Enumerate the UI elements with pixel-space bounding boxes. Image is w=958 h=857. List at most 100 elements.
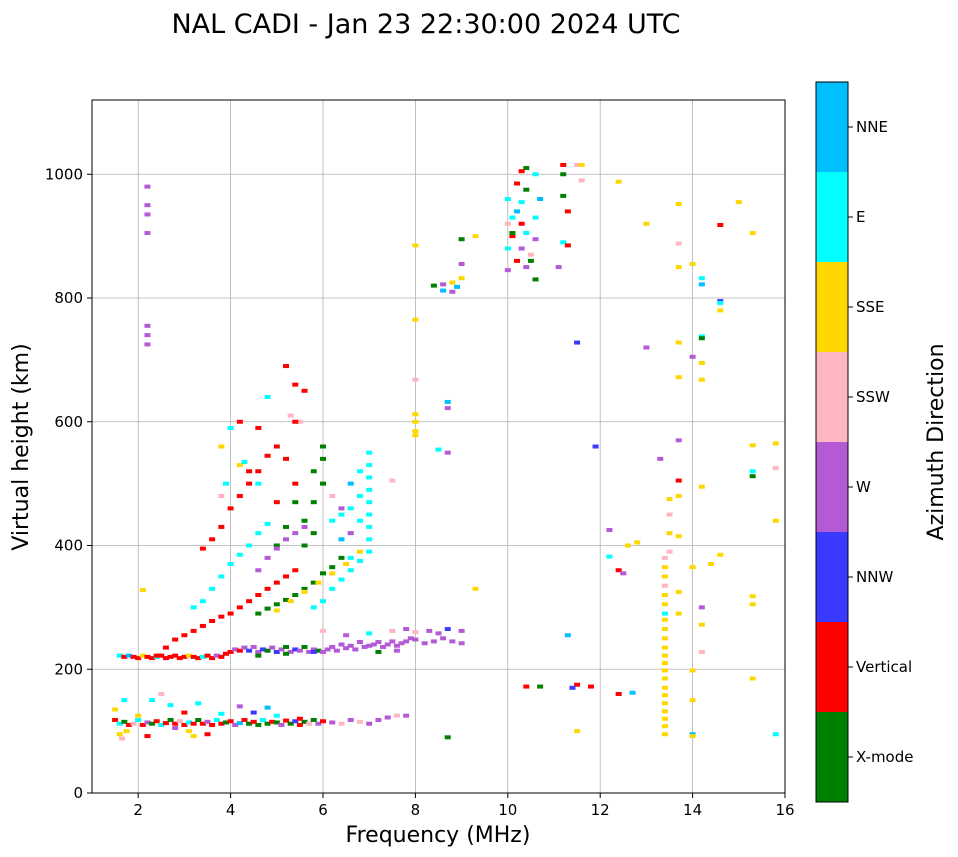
echo-point	[246, 599, 253, 604]
echo-point	[675, 589, 682, 594]
echo-point	[292, 719, 299, 724]
echo-point	[661, 685, 668, 690]
echo-point	[218, 574, 225, 579]
echo-point	[398, 641, 405, 646]
echo-point	[532, 215, 539, 220]
echo-point	[606, 554, 613, 559]
echo-point	[283, 574, 290, 579]
echo-point	[236, 552, 243, 557]
echo-point	[204, 732, 211, 737]
echo-point	[749, 602, 756, 607]
echo-point	[172, 726, 179, 731]
echo-point	[181, 633, 188, 638]
echo-point	[717, 222, 724, 227]
echo-point	[158, 653, 165, 658]
echo-point	[144, 333, 151, 338]
y-tick-label: 600	[54, 413, 83, 431]
echo-point	[283, 364, 290, 369]
echo-point	[306, 721, 313, 726]
echo-point	[523, 684, 530, 689]
echo-point	[227, 719, 234, 724]
echo-point	[310, 531, 317, 536]
echo-point	[698, 377, 705, 382]
echo-point	[273, 546, 280, 551]
echo-point	[504, 246, 511, 251]
echo-point	[119, 736, 126, 741]
echo-point	[273, 713, 280, 718]
echo-point	[172, 653, 179, 658]
echo-point	[574, 729, 581, 734]
echo-point	[689, 734, 696, 739]
echo-point	[273, 649, 280, 654]
echo-point	[287, 721, 294, 726]
echo-point	[264, 453, 271, 458]
echo-point	[380, 644, 387, 649]
echo-point	[125, 653, 132, 658]
echo-point	[361, 644, 368, 649]
echo-point	[675, 478, 682, 483]
x-tick-label: 12	[591, 801, 610, 819]
echo-point	[310, 500, 317, 505]
echo-point	[509, 215, 516, 220]
echo-point	[657, 456, 664, 461]
echo-point	[749, 474, 756, 479]
echo-point	[675, 241, 682, 246]
echo-point	[564, 243, 571, 248]
echo-point	[125, 722, 132, 727]
echo-point	[347, 555, 354, 560]
echo-point	[320, 719, 326, 724]
echo-point	[158, 722, 165, 727]
echo-point	[259, 717, 266, 722]
echo-point	[661, 555, 668, 560]
echo-point	[320, 456, 326, 461]
echo-point	[444, 735, 451, 740]
echo-point	[190, 734, 197, 739]
echo-point	[574, 682, 581, 687]
echo-point	[643, 345, 650, 350]
echo-point	[246, 543, 253, 548]
echo-point	[366, 549, 373, 554]
echo-point	[273, 580, 280, 585]
echo-point	[218, 524, 225, 529]
echo-point	[209, 618, 216, 623]
echo-point	[661, 611, 668, 616]
echo-point	[227, 425, 234, 430]
colorbar-segment	[816, 622, 848, 712]
y-tick-label: 400	[54, 537, 83, 555]
x-tick-label: 8	[411, 801, 421, 819]
echo-point	[162, 645, 169, 650]
echo-points	[112, 162, 779, 741]
echo-point	[232, 722, 239, 727]
echo-point	[273, 608, 280, 613]
echo-point	[264, 606, 271, 611]
echo-point	[343, 633, 350, 638]
echo-point	[338, 512, 345, 517]
echo-point	[301, 388, 308, 393]
echo-point	[209, 656, 216, 661]
echo-point	[264, 705, 271, 710]
echo-point	[661, 661, 668, 666]
echo-point	[523, 166, 530, 171]
echo-point	[236, 704, 243, 709]
echo-point	[324, 647, 331, 652]
echo-point	[560, 172, 567, 177]
echo-point	[195, 717, 202, 722]
echo-point	[273, 602, 280, 607]
echo-point	[255, 568, 262, 573]
echo-point	[227, 611, 234, 616]
x-axis-ticks: 2 4 6 8 10 12 14 16	[133, 793, 795, 819]
echo-point	[717, 308, 724, 313]
echo-point	[241, 717, 248, 722]
echo-point	[587, 684, 594, 689]
echo-point	[269, 645, 276, 650]
echo-point	[255, 649, 262, 654]
echo-point	[666, 512, 673, 517]
echo-point	[615, 179, 622, 184]
echo-point	[564, 633, 571, 638]
echo-point	[112, 707, 119, 712]
echo-point	[246, 648, 253, 653]
echo-point	[389, 639, 396, 644]
echo-point	[209, 537, 216, 542]
echo-point	[675, 534, 682, 539]
echo-point	[333, 648, 340, 653]
